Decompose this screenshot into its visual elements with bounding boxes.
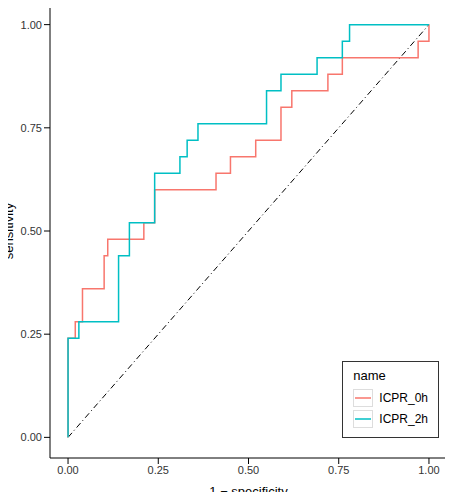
svg-text:0.00: 0.00 (57, 464, 78, 476)
svg-text:0.75: 0.75 (328, 464, 349, 476)
svg-text:0.50: 0.50 (21, 225, 42, 237)
svg-text:0.75: 0.75 (21, 122, 42, 134)
html-text:name: name (353, 368, 386, 383)
svg-text:0.00: 0.00 (21, 431, 42, 443)
svg-text:0.50: 0.50 (238, 464, 259, 476)
svg-text:1.00: 1.00 (418, 464, 439, 476)
svg-text:1.00: 1.00 (21, 19, 42, 31)
svg-text:0.25: 0.25 (148, 464, 169, 476)
svg-text:0.25: 0.25 (21, 328, 42, 340)
svg-text:sensitivity: sensitivity (8, 202, 16, 259)
html-text:ICPR_2h: ICPR_2h (379, 412, 428, 426)
svg-text:1 − specificity: 1 − specificity (209, 484, 288, 492)
html-text:ICPR_0h: ICPR_0h (379, 391, 428, 405)
